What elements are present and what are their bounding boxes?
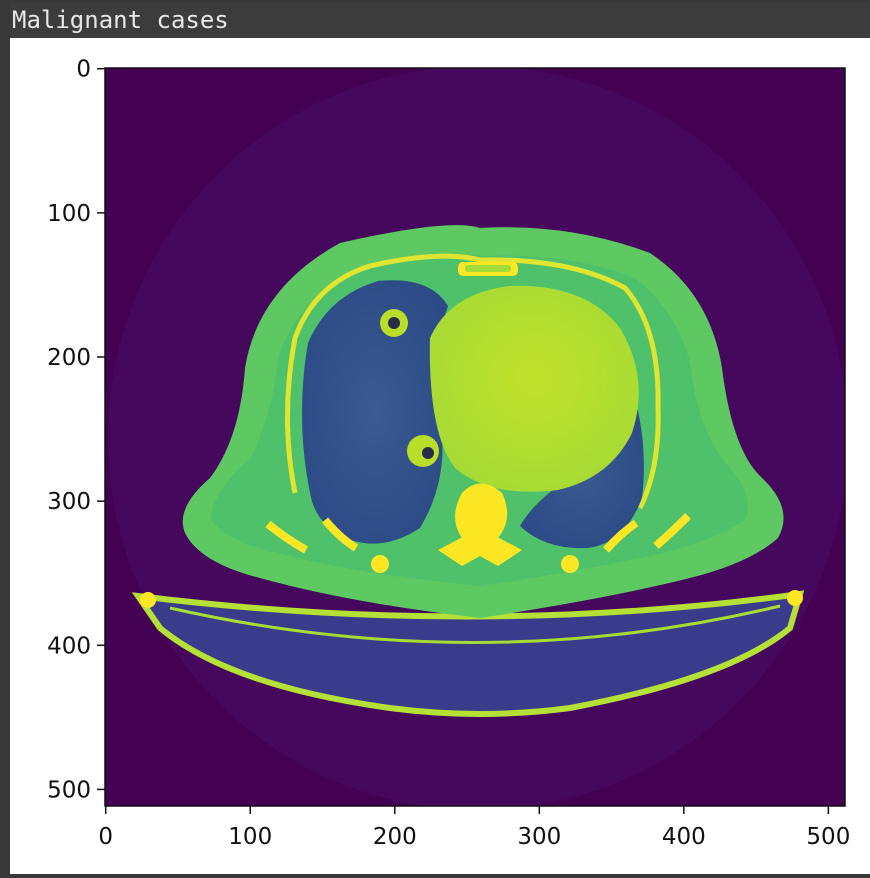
table-left-corner bbox=[140, 592, 156, 608]
y-axis: 0 100 200 300 400 500 bbox=[47, 57, 105, 803]
rib-section-1 bbox=[371, 555, 389, 573]
x-axis: 0 100 200 300 400 500 bbox=[98, 806, 850, 850]
x-tick-label: 500 bbox=[806, 824, 850, 850]
y-tick-label: 200 bbox=[47, 345, 91, 371]
figure-svg: 0 100 200 300 400 500 0 100 200 300 400 500 bbox=[47, 57, 850, 850]
axes-frame bbox=[104, 67, 846, 807]
x-tick-label: 100 bbox=[228, 824, 272, 850]
rib-cage bbox=[285, 253, 661, 510]
y-tick-label: 0 bbox=[76, 57, 91, 83]
vertebra-process bbox=[438, 528, 522, 566]
rib-posterior-4 bbox=[653, 513, 691, 550]
rib-posterior-2 bbox=[321, 517, 359, 552]
table-right-corner bbox=[787, 590, 803, 606]
y-tick-label: 300 bbox=[47, 489, 91, 515]
ct-scan-image bbox=[105, 68, 845, 806]
nodule-2-core bbox=[422, 447, 434, 459]
heart bbox=[429, 285, 639, 492]
x-tick-label: 400 bbox=[662, 824, 706, 850]
y-tick-label: 400 bbox=[47, 633, 91, 659]
table-inner-edge bbox=[169, 604, 781, 644]
rib-posterior-1 bbox=[265, 520, 308, 554]
y-tick-label: 500 bbox=[47, 777, 91, 803]
x-tick-label: 0 bbox=[98, 824, 113, 850]
lung-left bbox=[301, 280, 448, 544]
x-tick-label: 200 bbox=[373, 824, 417, 850]
output-title: Malignant cases bbox=[10, 3, 870, 38]
y-tick-label: 100 bbox=[47, 201, 91, 227]
figure: 0 100 200 300 400 500 0 100 200 300 400 500 bbox=[10, 38, 870, 874]
x-tick-label: 300 bbox=[517, 824, 561, 850]
rib-posterior-3 bbox=[602, 519, 639, 553]
table-couch bbox=[131, 590, 805, 717]
spine bbox=[455, 483, 508, 548]
rib-section-2 bbox=[561, 555, 579, 573]
nodule-1-core bbox=[388, 317, 400, 329]
